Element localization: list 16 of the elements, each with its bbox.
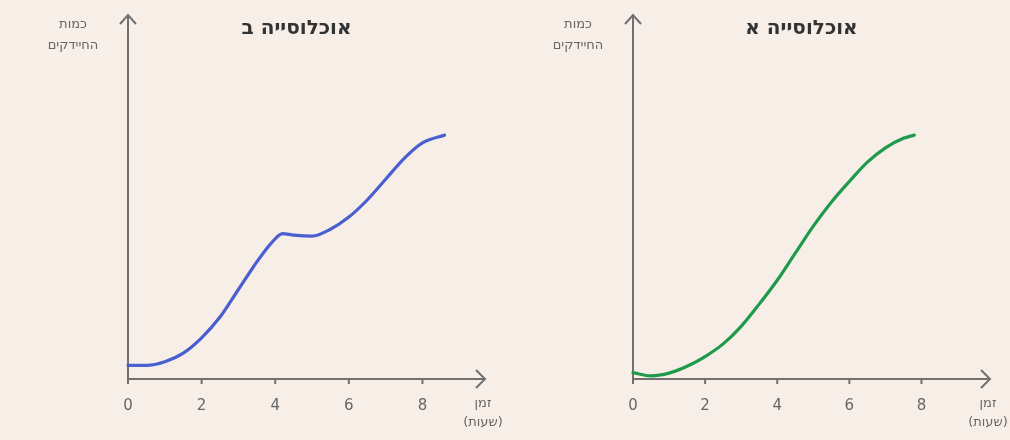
x-tick-label: 6 <box>344 396 354 414</box>
y-axis-title: כמות החיידקים <box>552 16 604 52</box>
x-tick-label: 8 <box>916 396 927 414</box>
x-tick-label: 0 <box>628 396 638 414</box>
x-tick-label: 8 <box>417 396 428 414</box>
x-axis-title: זמן (שעות) <box>463 395 503 429</box>
x-tick-label: 0 <box>123 396 133 414</box>
chart-title: אוכלוסייה א <box>745 15 858 39</box>
y-axis-title: כמות החיידקים <box>47 16 99 52</box>
x-tick-label: 2 <box>196 396 207 414</box>
chart-title: אוכלוסייה ב <box>241 15 352 39</box>
x-tick-label: 2 <box>700 396 710 414</box>
x-axis-title: זמן (שעות) <box>968 395 1008 429</box>
x-tick-label: 4 <box>772 396 783 414</box>
x-tick-label: 4 <box>270 396 280 414</box>
x-tick-label: 6 <box>844 396 855 414</box>
